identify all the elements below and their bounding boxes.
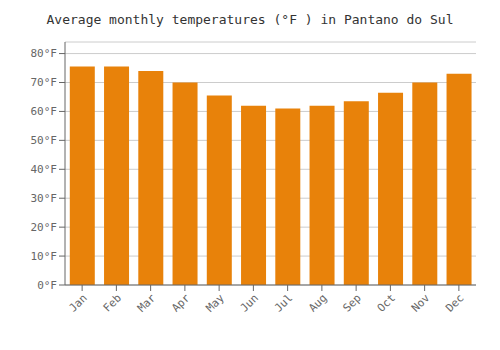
svg-text:30°F: 30°F — [31, 192, 58, 205]
svg-text:Jul: Jul — [272, 291, 295, 314]
svg-text:Feb: Feb — [101, 291, 124, 314]
html-text:Average monthly temperatures (: Average monthly temperatures (°F ) in Pa… — [46, 12, 454, 27]
svg-text:Nov: Nov — [409, 291, 433, 315]
svg-text:70°F: 70°F — [31, 76, 58, 89]
svg-text:Mar: Mar — [135, 291, 159, 315]
svg-text:Sep: Sep — [341, 291, 364, 314]
svg-text:Dec: Dec — [443, 291, 466, 314]
svg-text:0°F: 0°F — [37, 279, 57, 292]
svg-text:Jun: Jun — [238, 291, 261, 314]
svg-text:40°F: 40°F — [31, 163, 58, 176]
svg-text:20°F: 20°F — [31, 221, 58, 234]
svg-text:Jan: Jan — [67, 291, 90, 314]
svg-text:Aug: Aug — [306, 291, 329, 314]
svg-text:10°F: 10°F — [31, 250, 58, 263]
svg-text:May: May — [204, 291, 228, 315]
svg-text:50°F: 50°F — [31, 134, 58, 147]
svg-text:60°F: 60°F — [31, 105, 58, 118]
svg-text:Apr: Apr — [169, 291, 193, 315]
svg-text:Oct: Oct — [375, 291, 398, 314]
svg-text:80°F: 80°F — [31, 47, 58, 60]
